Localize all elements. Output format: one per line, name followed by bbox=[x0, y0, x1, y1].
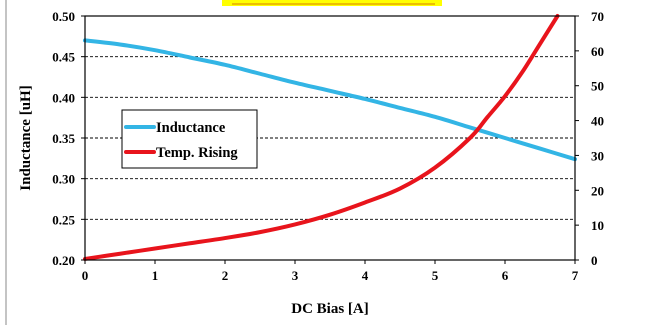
y2-tick-label: 10 bbox=[591, 218, 604, 233]
x-tick-label: 3 bbox=[292, 268, 299, 283]
x-tick-label: 1 bbox=[152, 268, 159, 283]
y2-tick-label: 20 bbox=[591, 183, 604, 198]
x-tick-label: 4 bbox=[362, 268, 369, 283]
x-tick-label: 6 bbox=[502, 268, 509, 283]
top-title-fragment bbox=[222, 0, 442, 6]
series-layer bbox=[83, 14, 577, 261]
y-tick-label: 0.35 bbox=[52, 131, 75, 146]
series-line-temp-rising bbox=[83, 14, 560, 261]
tick-layer: 0 1 2 3 4 5 6 7 0.20 0.25 0.30 0.35 0.40 0.45 0.50 0 10 2… bbox=[52, 9, 604, 283]
y2-tick-label: 30 bbox=[591, 148, 604, 163]
y-tick-label: 0.50 bbox=[52, 9, 75, 24]
series-line-inductance bbox=[83, 38, 577, 162]
y2-tick-label: 50 bbox=[591, 79, 604, 94]
x-axis-label: DC Bias [A] bbox=[291, 301, 369, 317]
y-axis-label: Inductance [uH] bbox=[18, 85, 34, 190]
y-tick-label: 0.25 bbox=[52, 212, 75, 227]
legend: Inductance Temp. Rising bbox=[121, 109, 258, 169]
legend-box bbox=[121, 109, 258, 169]
y2-tick-label: 40 bbox=[591, 114, 604, 129]
y2-tick-label: 0 bbox=[591, 253, 598, 268]
legend-label: Inductance bbox=[156, 120, 226, 136]
x-tick-label: 0 bbox=[82, 268, 89, 283]
y-tick-label: 0.45 bbox=[52, 50, 75, 65]
y2-tick-label: 70 bbox=[591, 9, 604, 24]
legend-label: Temp. Rising bbox=[156, 145, 238, 161]
y2-tick-label: 60 bbox=[591, 44, 604, 59]
x-tick-label: 5 bbox=[432, 268, 439, 283]
x-tick-label: 7 bbox=[572, 268, 579, 283]
x-tick-label: 2 bbox=[222, 268, 229, 283]
y-tick-label: 0.30 bbox=[52, 172, 75, 187]
y-tick-label: 0.40 bbox=[52, 90, 75, 105]
y-tick-label: 0.20 bbox=[52, 253, 75, 268]
